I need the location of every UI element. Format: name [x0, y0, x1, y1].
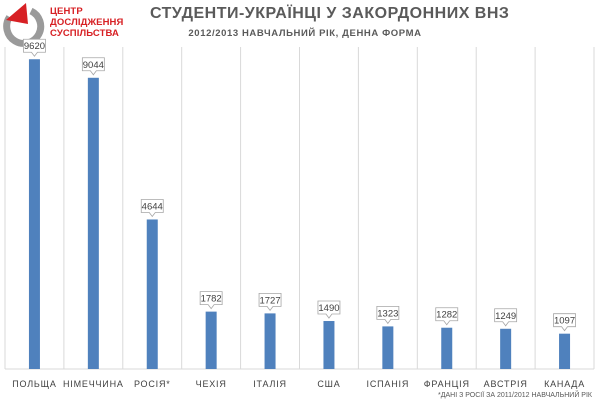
x-tick-label: США — [317, 379, 340, 389]
data-label-callout — [81, 57, 105, 76]
x-tick-label: ПОЛЬЩА — [12, 379, 56, 389]
chart-subtitle: 2012/2013 НАВЧАЛЬНИЙ РІК, ДЕННА ФОРМА — [188, 28, 422, 39]
bar — [323, 321, 335, 369]
x-tick-label: ІТАЛІЯ — [253, 379, 287, 389]
chart-title: СТУДЕНТИ-УКРАЇНЦІ У ЗАКОРДОННИХ ВНЗ — [150, 5, 510, 22]
data-label-callout — [494, 308, 518, 327]
data-label-callout — [23, 38, 46, 57]
bar — [559, 333, 571, 369]
data-label: 9620 — [24, 41, 45, 52]
data-label: 1249 — [495, 311, 516, 322]
logo-line-2: ДОСЛІДЖЕННЯ — [50, 17, 124, 28]
bar — [28, 59, 40, 370]
data-label-callout — [317, 300, 341, 319]
data-label: 4644 — [142, 201, 163, 212]
bar — [87, 77, 99, 369]
x-tick-label: КАНАДА — [544, 379, 585, 389]
data-label: 1282 — [436, 310, 457, 321]
bar — [146, 219, 158, 369]
bar — [382, 326, 394, 369]
data-label-callout — [435, 307, 459, 326]
logo-line-1: ЦЕНТР — [50, 6, 83, 17]
bar — [205, 311, 217, 369]
bar — [264, 313, 276, 369]
data-label-callout — [140, 199, 164, 218]
data-label: 1490 — [318, 303, 339, 314]
x-tick-label: ЧЕХІЯ — [196, 379, 227, 389]
bar — [441, 327, 453, 369]
footnote: *ДАНІ З РОСІЇ ЗА 2011/2012 НАВЧАЛЬНИЙ РІ… — [438, 392, 592, 399]
data-label: 1727 — [259, 295, 280, 306]
x-tick-label: АВСТРІЯ — [484, 379, 528, 389]
data-label-callout — [376, 305, 400, 325]
x-tick-label: НІМЕЧЧИНА — [63, 379, 124, 389]
data-label: 9044 — [83, 60, 104, 71]
bar — [500, 328, 512, 369]
data-label: 1097 — [554, 316, 575, 327]
data-label: 1323 — [377, 308, 398, 319]
x-tick-label: РОСІЯ* — [134, 379, 171, 389]
logo-text: ЦЕНТР ДОСЛІДЖЕННЯ СУСПІЛЬСТВА — [50, 6, 150, 39]
x-tick-label: ІСПАНІЯ — [367, 379, 410, 389]
data-label: 1782 — [201, 294, 222, 305]
data-label-callout — [199, 291, 223, 310]
x-tick-label: ФРАНЦІЯ — [424, 379, 470, 389]
logo-line-3: СУСПІЛЬСТВА — [50, 28, 120, 39]
data-label-callout — [553, 313, 576, 332]
data-label-callout — [258, 292, 282, 312]
